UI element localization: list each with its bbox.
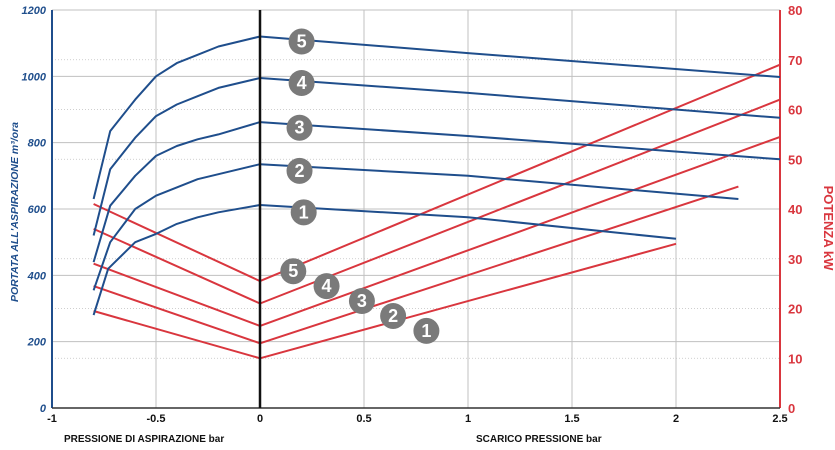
y-axis-left-label: PORTATA ALL'ASPIRAZIONE m³/ora	[9, 122, 21, 302]
flow-badge-5: 5	[288, 28, 315, 55]
power-badge-5: 5	[280, 258, 307, 285]
flow-series-line-5	[92, 35, 781, 200]
y-left-tick-label: 200	[27, 337, 47, 349]
x-tick-label: 1.5	[564, 413, 579, 425]
badge-label: 1	[299, 202, 309, 222]
badge-label: 2	[295, 161, 305, 181]
badge-circle	[380, 302, 407, 329]
y-axis-right-label: POTENZA kW	[821, 186, 835, 271]
y-left-tick-label: 1200	[22, 5, 47, 17]
y-left-tick-label: 600	[28, 204, 47, 216]
power-series-line-4	[93, 98, 781, 305]
badge-circle	[290, 199, 317, 226]
y-left-tick-label: 1000	[22, 71, 47, 83]
x-tick-label: 2.5	[772, 413, 787, 425]
badge-circle	[288, 69, 315, 96]
y-left-tick-label: 800	[28, 138, 47, 150]
y-right-tick-label: 20	[788, 302, 802, 317]
power-series-line-1	[93, 242, 677, 360]
badge-label: 2	[388, 306, 398, 326]
series-badges-layer: 1 2 3 4 5 1 2 3 4 5	[280, 28, 440, 344]
grid-layer	[51, 9, 781, 409]
power-badge-3: 3	[348, 288, 375, 315]
power-badge-1: 1	[413, 317, 440, 344]
x-tick-label: 0	[257, 413, 263, 425]
x-axis-right-label: SCARICO PRESSIONE bar	[476, 434, 602, 445]
power-series-line-2	[93, 185, 739, 345]
power-badge-2: 2	[380, 302, 407, 329]
badge-circle	[288, 28, 315, 55]
flow-series-line-4	[92, 77, 781, 236]
y-right-tick-label: 0	[788, 401, 795, 416]
x-tick-label: 0.5	[356, 413, 371, 425]
badge-label: 1	[421, 321, 431, 341]
badge-circle	[286, 114, 313, 141]
flow-badge-3: 3	[286, 114, 313, 141]
flow-badge-4: 4	[288, 69, 315, 96]
flow-series-line-3	[92, 121, 781, 263]
flow-badge-1: 1	[290, 199, 317, 226]
y-right-tick-label: 10	[788, 351, 802, 366]
y-right-tick-label: 70	[788, 53, 802, 68]
tick-labels-layer: 02004006008001000120001020304050607080-1…	[22, 3, 803, 425]
badge-circle	[286, 157, 313, 184]
x-tick-label: 2	[673, 413, 679, 425]
y-right-tick-label: 40	[788, 202, 802, 217]
y-left-tick-label: 400	[27, 270, 47, 282]
flow-series-line-2	[92, 163, 739, 291]
badge-label: 3	[357, 291, 367, 311]
badge-circle	[280, 258, 307, 285]
flow-badge-2: 2	[286, 157, 313, 184]
badge-label: 3	[295, 118, 305, 138]
badge-label: 4	[297, 73, 307, 93]
flow-series-line-1	[92, 204, 677, 316]
y-right-tick-label: 60	[788, 103, 802, 118]
badge-circle	[348, 288, 375, 315]
y-right-tick-label: 30	[788, 252, 802, 267]
x-axis-left-label: PRESSIONE DI ASPIRAZIONE bar	[64, 434, 224, 445]
x-tick-label: 1	[465, 413, 471, 425]
badge-circle	[313, 273, 340, 300]
power-series-line-3	[93, 135, 781, 327]
y-right-tick-label: 50	[788, 152, 802, 167]
power-badge-4: 4	[313, 273, 340, 300]
badge-label: 5	[297, 32, 307, 52]
x-tick-label: -1	[47, 413, 57, 425]
badge-circle	[413, 317, 440, 344]
y-right-tick-label: 80	[788, 3, 802, 18]
x-tick-label: -0.5	[147, 413, 166, 425]
badge-label: 5	[288, 261, 298, 281]
y-left-tick-label: 0	[40, 403, 47, 415]
flow-series-layer	[92, 35, 781, 316]
badge-label: 4	[322, 276, 332, 296]
